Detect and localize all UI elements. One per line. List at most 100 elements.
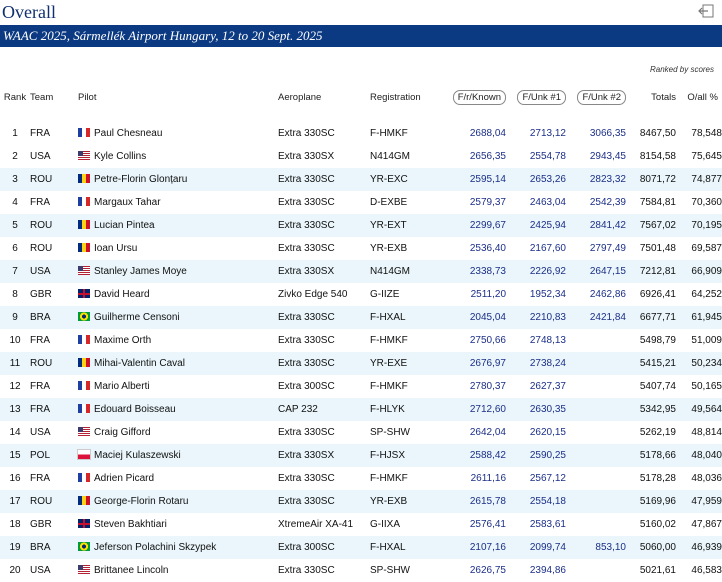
col-rank[interactable]: Rank [3,91,27,103]
pilot-name[interactable]: Lucian Pintea [94,220,155,231]
table-row[interactable]: 5 ROU Lucian Pintea Extra 330SC YR-EXT 2299,6… [0,214,722,237]
pilot-name[interactable]: David Heard [94,289,150,300]
col-fknown-button[interactable]: F/r/Known [452,89,506,105]
overall-cell: 46,939 [676,536,722,559]
fknown-cell: 2611,16 [470,473,506,484]
table-row[interactable]: 4 FRA Margaux Tahar Extra 330SC D-EXBE 2579,3… [0,191,722,214]
col-team[interactable]: Team [30,91,54,103]
funk1-cell: 2620,15 [529,427,566,438]
totals-cell: 7212,81 [626,260,676,283]
funk2-cell [566,467,626,490]
table-row[interactable]: 18 GBR Steven Bakhtiari XtremeAir XA-41 G-II… [0,513,722,536]
pilot-name[interactable]: Maciej Kulaszewski [94,450,181,461]
results-table: Rank Team Pilot Aeroplane Registration F… [0,86,722,582]
col-funk1-button[interactable]: F/Unk #1 [517,89,566,105]
aeroplane-cell: Zivko Edge 540 [278,289,348,300]
col-pilot[interactable]: Pilot [78,91,97,103]
table-row[interactable]: 17 ROU George-Florin Rotaru Extra 330SC YR-E… [0,490,722,513]
pilot-cell: Margaux Tahar [72,191,278,214]
pilot-name[interactable]: Guilherme Censoni [94,312,180,323]
aeroplane-cell: Extra 330SC [278,306,370,329]
pilot-cell: Brittanee Lincoln [72,559,278,582]
table-row[interactable]: 19 BRA Jeferson Polachini Skzypek Extra 300… [0,536,722,559]
team-cell: ROU [30,168,72,191]
pilot-name[interactable]: Mihai-Valentin Caval [94,358,185,369]
aeroplane-cell: Extra 330SX [278,260,370,283]
funk2-cell: 2647,15 [566,260,626,283]
col-totals[interactable]: Totals [651,91,676,103]
pilot-name[interactable]: Jeferson Polachini Skzypek [94,542,217,553]
export-icon[interactable] [698,4,714,18]
team-cell: FRA [30,381,50,392]
pilot-name[interactable]: George-Florin Rotaru [94,496,189,507]
pilot-name[interactable]: Stanley James Moye [94,266,187,277]
rank-cell: 14 [9,427,21,438]
table-row[interactable]: 9 BRA Guilherme Censoni Extra 330SC F-HXAL 20… [0,306,722,329]
pilot-name[interactable]: Kyle Collins [94,151,147,162]
funk1-cell: 2583,61 [529,519,566,530]
pilot-name[interactable]: Craig Gifford [94,427,151,438]
pilot-name[interactable]: Paul Chesneau [94,128,163,139]
funk1-cell: 2748,13 [529,335,566,346]
pilot-name[interactable]: Margaux Tahar [94,197,161,208]
flag-bra-icon [78,542,90,551]
pilot-cell: Petre-Florin Glonțaru [72,168,278,191]
competition-banner: WAAC 2025, Sármellék Airport Hungary, 12… [0,25,722,47]
flag-bra-icon [78,312,90,321]
col-aeroplane[interactable]: Aeroplane [278,91,322,103]
table-row[interactable]: 10 FRA Maxime Orth Extra 330SC F-HMKF 2750,66… [0,329,722,352]
overall-cell: 64,252 [691,289,722,300]
pilot-cell: Adrien Picard [72,467,278,490]
funk2-cell: 2542,39 [589,197,626,208]
fknown-cell: 2107,16 [436,536,506,559]
table-row[interactable]: 14 USA Craig Gifford Extra 330SC SP-SHW 2642,… [0,421,722,444]
table-row[interactable]: 3 ROU Petre-Florin Glonțaru Extra 330SC YR-E… [0,168,722,191]
funk1-cell: 2554,18 [506,490,566,513]
pilot-name[interactable]: Petre-Florin Glonțaru [94,174,188,185]
table-row[interactable]: 1 FRA Paul Chesneau Extra 330SC F-HMKF 2688,0… [0,122,722,145]
flag-rou-icon [78,496,90,505]
fknown-cell: 2642,04 [469,427,506,438]
fknown-cell: 2615,78 [436,490,506,513]
table-row[interactable]: 2 USA Kyle Collins Extra 330SX N414GM 2656,35… [0,145,722,168]
pilot-name[interactable]: Maxime Orth [94,335,152,346]
overall-cell: 75,645 [691,151,722,162]
fknown-cell: 2626,75 [469,565,506,576]
funk1-cell: 2590,25 [506,444,566,467]
flag-gbr-icon [78,519,90,528]
flag-fra-icon [78,335,90,344]
table-row[interactable]: 8 GBR David Heard Zivko Edge 540 G-IIZE 2511,… [0,283,722,306]
pilot-cell: Mihai-Valentin Caval [72,352,278,375]
rank-cell: 8 [12,289,18,300]
pilot-name[interactable]: Brittanee Lincoln [94,565,169,576]
col-registration[interactable]: Registration [370,91,421,103]
table-row[interactable]: 15 POL Maciej Kulaszewski Extra 330SX F-HJSX… [0,444,722,467]
rank-cell: 4 [12,197,18,208]
totals-cell: 5178,66 [626,444,676,467]
registration-cell: F-HXAL [370,306,436,329]
pilot-name[interactable]: Ioan Ursu [94,243,138,254]
totals-cell: 5498,79 [639,335,676,346]
registration-cell: F-HMKF [370,473,408,484]
table-row[interactable]: 20 USA Brittanee Lincoln Extra 330SC SP-SHW 2… [0,559,722,582]
aeroplane-cell: Extra 330SC [278,197,335,208]
table-row[interactable]: 13 FRA Edouard Boisseau CAP 232 F-HLYK 2712,6… [0,398,722,421]
funk2-cell [566,398,626,421]
col-funk2-button[interactable]: F/Unk #2 [577,89,626,105]
table-row[interactable]: 11 ROU Mihai-Valentin Caval Extra 330SC YR-E… [0,352,722,375]
pilot-name[interactable]: Steven Bakhtiari [94,519,167,530]
overall-cell: 47,867 [691,519,722,530]
flag-gbr-icon [78,289,90,298]
funk2-cell [566,490,626,513]
pilot-name[interactable]: Adrien Picard [94,473,155,484]
table-row[interactable]: 16 FRA Adrien Picard Extra 330SC F-HMKF 2611,… [0,467,722,490]
pilot-name[interactable]: Edouard Boisseau [94,404,176,415]
col-overall[interactable]: O/all % [687,91,718,103]
team-cell: FRA [30,335,50,346]
registration-cell: YR-EXE [370,352,436,375]
pilot-name[interactable]: Mario Alberti [94,381,150,392]
table-row[interactable]: 6 ROU Ioan Ursu Extra 330SC YR-EXB 2536,40 216… [0,237,722,260]
table-row[interactable]: 12 FRA Mario Alberti Extra 300SC F-HMKF 2780,… [0,375,722,398]
totals-cell: 5060,00 [626,536,676,559]
table-row[interactable]: 7 USA Stanley James Moye Extra 330SX N414GM 2… [0,260,722,283]
